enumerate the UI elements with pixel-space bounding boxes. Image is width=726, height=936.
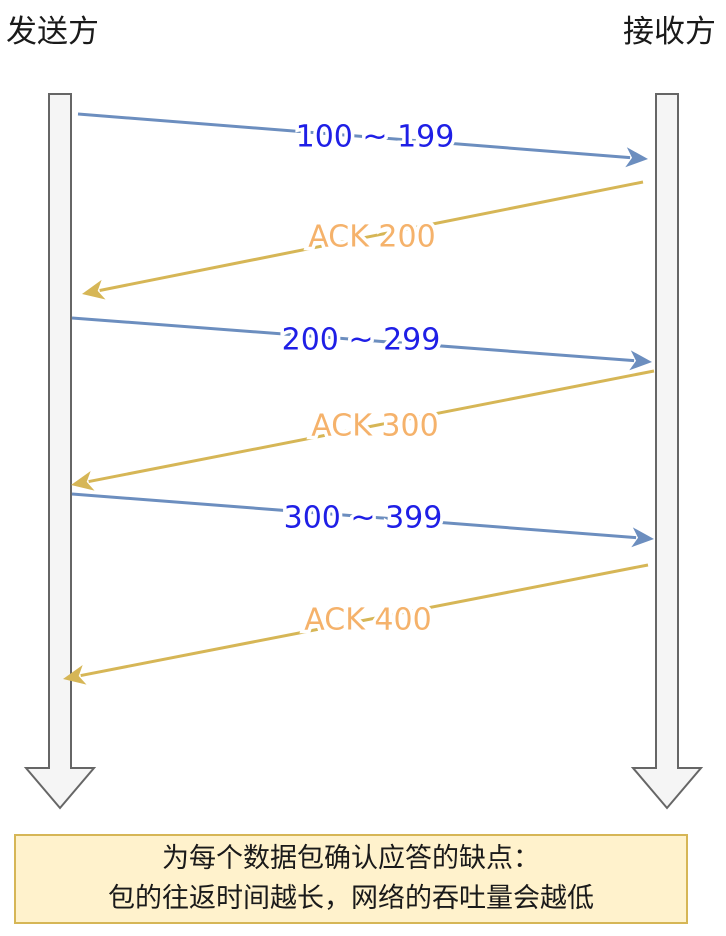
message-label-1: 100 ~ 199: [296, 120, 455, 155]
message-label-3: 200 ~ 299: [282, 323, 441, 358]
diagram-canvas: 100 ~ 199 ACK 200 200 ~ 299 ACK 300 300 ~ 39…: [23, 93, 704, 810]
message-label-4: ACK 300: [311, 409, 438, 444]
message-label-2: ACK 200: [308, 220, 435, 255]
message-line-5: [71, 492, 637, 540]
message-arrowhead-5: [631, 527, 654, 548]
message-label-5: 300 ~ 399: [284, 501, 443, 536]
receiver-label: 接收方: [623, 14, 716, 50]
message-arrows: 100 ~ 199 ACK 200 200 ~ 299 ACK 300 300 ~ 39…: [63, 112, 655, 685]
message-line-6: [80, 563, 649, 678]
message-arrowhead-3: [629, 350, 652, 371]
caption-line-2: 包的往返时间越长，网络的吞吐量会越低: [108, 883, 594, 914]
receiver-lifeline: [630, 93, 704, 810]
message-line-4: [88, 369, 655, 484]
message-label-6: ACK 400: [304, 603, 431, 638]
message-arrowhead-4: [71, 470, 95, 491]
message-arrowhead-1: [625, 147, 648, 168]
message-line-2: [99, 180, 644, 292]
message-line-1: [77, 112, 631, 160]
caption-line-1: 为每个数据包确认应答的缺点：: [162, 843, 540, 874]
sender-lifeline: [23, 93, 97, 810]
caption-box: 为每个数据包确认应答的缺点： 包的往返时间越长，网络的吞吐量会越低: [14, 834, 688, 924]
message-arrowhead-6: [63, 664, 87, 685]
message-arrowhead-2: [82, 279, 106, 300]
sender-label: 发送方: [6, 14, 99, 50]
message-line-3: [71, 316, 635, 363]
